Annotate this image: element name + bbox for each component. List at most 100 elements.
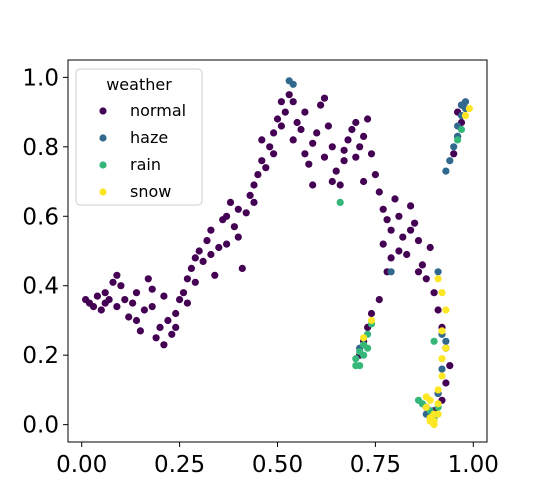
point-normal-68 [348, 125, 356, 134]
point-normal-123 [301, 108, 309, 116]
point-normal-112 [172, 323, 180, 331]
point-normal-69 [352, 118, 360, 127]
point-normal-45 [258, 157, 266, 165]
point-normal-34 [215, 243, 223, 252]
point-normal-125 [320, 153, 329, 161]
point-haze-9 [446, 157, 454, 165]
point-normal-83 [407, 202, 415, 210]
point-normal-87 [422, 275, 430, 283]
point-normal-39 [234, 233, 242, 241]
point-rain-16 [364, 344, 372, 352]
point-normal-84 [411, 219, 419, 227]
point-normal-41 [242, 209, 250, 217]
point-normal-89 [430, 289, 438, 297]
legend: weather normal haze rain snow [75, 68, 203, 206]
point-snow-12 [438, 289, 446, 297]
y-tick-label: 0.0 [22, 413, 59, 439]
point-haze-17 [434, 268, 442, 276]
point-normal-114 [191, 278, 199, 286]
legend-marker-normal [99, 107, 107, 115]
point-normal-100 [367, 309, 376, 318]
point-normal-46 [262, 164, 270, 172]
point-normal-26 [183, 275, 191, 283]
point-normal-121 [277, 98, 285, 106]
legend-label-normal: normal [130, 101, 186, 120]
point-normal-66 [340, 157, 348, 165]
y-tick-label: 1.0 [22, 65, 59, 91]
point-snow-4 [430, 417, 438, 425]
point-normal-28 [191, 254, 199, 262]
legend-marker-snow [99, 188, 107, 196]
point-normal-75 [375, 188, 383, 196]
point-normal-56 [301, 150, 309, 158]
point-normal-104 [375, 296, 383, 304]
point-normal-94 [442, 379, 450, 387]
point-normal-40 [238, 264, 246, 272]
point-normal-132 [407, 226, 415, 234]
point-normal-25 [179, 289, 188, 297]
legend-box [75, 68, 203, 206]
point-normal-90 [434, 306, 442, 314]
point-normal-4 [97, 306, 105, 314]
point-normal-44 [254, 171, 262, 179]
point-normal-13 [132, 316, 141, 325]
point-normal-15 [140, 306, 148, 314]
point-normal-127 [340, 146, 348, 154]
point-normal-16 [144, 275, 152, 283]
point-normal-51 [281, 108, 289, 116]
point-normal-24 [176, 296, 184, 304]
point-snow-6 [434, 400, 442, 408]
point-normal-72 [364, 115, 372, 123]
point-normal-19 [156, 323, 164, 331]
point-snow-9 [438, 355, 446, 363]
point-normal-79 [391, 195, 399, 203]
point-normal-122 [289, 136, 297, 144]
point-rain-5 [360, 351, 368, 359]
point-rain-2 [352, 355, 360, 363]
point-normal-50 [277, 122, 285, 130]
y-tick-label: 0.6 [22, 204, 59, 230]
point-normal-10 [121, 296, 129, 304]
legend-label-haze: haze [130, 128, 168, 147]
legend-title: weather [106, 75, 172, 94]
point-normal-119 [258, 136, 266, 144]
point-normal-49 [273, 115, 282, 123]
point-normal-129 [360, 177, 368, 186]
point-normal-110 [148, 303, 156, 311]
point-normal-82 [403, 250, 411, 259]
point-normal-30 [199, 257, 207, 265]
point-normal-133 [414, 268, 423, 276]
x-tick-label: 0.50 [252, 452, 303, 478]
point-normal-53 [289, 98, 297, 106]
point-normal-111 [160, 292, 168, 300]
point-normal-61 [320, 94, 329, 102]
point-haze-8 [450, 143, 458, 151]
x-tick-label: 1.00 [448, 452, 499, 478]
point-normal-71 [360, 132, 368, 140]
point-normal-118 [250, 198, 258, 206]
point-normal-29 [195, 247, 203, 255]
point-normal-3 [93, 292, 101, 300]
point-normal-37 [226, 198, 235, 206]
point-normal-52 [285, 91, 293, 99]
point-normal-7 [109, 278, 117, 286]
legend-marker-rain [99, 161, 107, 169]
point-snow-0 [422, 403, 430, 411]
point-snow-18 [360, 334, 368, 342]
point-rain-0 [336, 198, 344, 206]
point-snow-7 [434, 386, 442, 394]
point-snow-20 [434, 275, 442, 283]
point-snow-19 [367, 316, 376, 325]
point-haze-16 [387, 268, 395, 276]
point-normal-76 [379, 205, 387, 213]
point-normal-120 [270, 150, 278, 158]
point-normal-73 [367, 150, 376, 158]
point-haze-10 [442, 167, 450, 175]
point-normal-38 [230, 223, 238, 231]
point-normal-126 [328, 177, 336, 186]
point-normal-86 [418, 261, 426, 269]
legend-label-snow: snow [130, 182, 171, 201]
point-normal-31 [203, 237, 211, 245]
x-tick-label: 0.00 [56, 452, 107, 478]
